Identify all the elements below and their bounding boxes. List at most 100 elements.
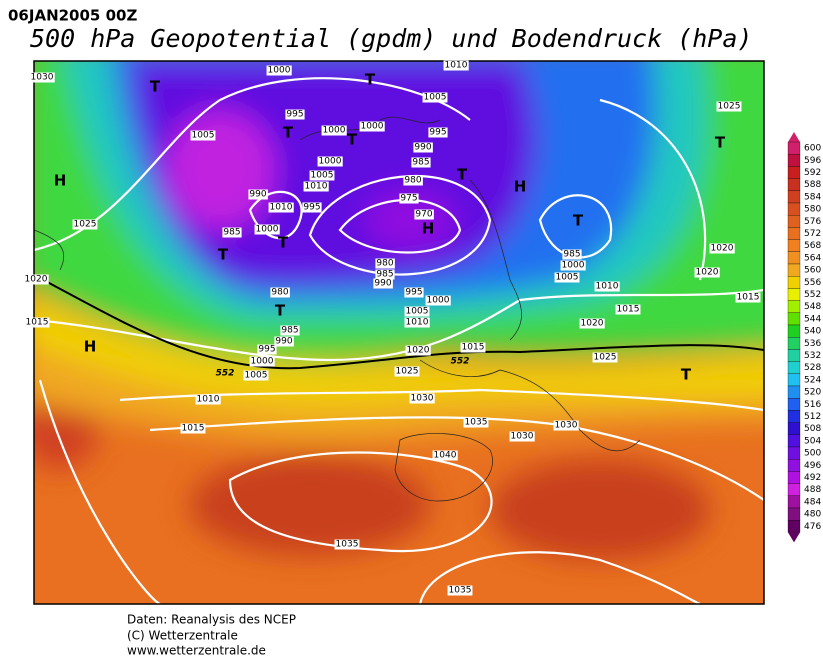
legend-swatch (787, 251, 801, 265)
pressure-center: H (84, 338, 97, 356)
isobar-label: 1035 (449, 586, 472, 596)
legend-label: 588 (804, 180, 821, 190)
legend-swatch (787, 239, 801, 252)
isobar-label: 995 (258, 345, 275, 355)
isobar-label-bg (29, 72, 55, 83)
isobar-label: 995 (429, 128, 446, 138)
legend-swatch (787, 337, 801, 350)
isobar-label-bg (394, 366, 420, 377)
legend-swatch (787, 410, 801, 423)
legend-swatch (787, 215, 801, 228)
legend-label: 584 (804, 192, 821, 202)
pressure-center: T (365, 71, 376, 89)
isobar-label-bg (375, 258, 395, 269)
isobar-label: 985 (563, 250, 580, 260)
isobar-label-bg (270, 287, 290, 298)
legend-label: 556 (804, 278, 821, 288)
isobar-label-bg (425, 295, 451, 306)
isobar-label: 1030 (31, 73, 54, 83)
isobar-label: 1000 (323, 126, 346, 136)
pressure-center: H (422, 220, 435, 238)
map-area (34, 61, 764, 604)
isobar-label-bg (414, 209, 434, 220)
isobar-label-bg (249, 356, 275, 367)
isobar-label-bg (268, 202, 294, 213)
isobar-label: 1000 (251, 357, 274, 367)
isobar-label-bg (404, 306, 430, 317)
legend-label: 592 (804, 168, 821, 178)
isobar-label-bg (553, 420, 579, 431)
pressure-center: T (573, 212, 584, 230)
legend-label: 552 (804, 290, 821, 300)
isobar-label-bg (694, 267, 720, 278)
legend-cap (788, 132, 800, 142)
isobar-label: 1010 (445, 61, 468, 71)
isobar-label-bg (735, 292, 761, 303)
isobar-label-bg (405, 345, 431, 356)
isobar-label: 1000 (427, 296, 450, 306)
isobar-label-bg (554, 272, 580, 283)
legend-label: 596 (804, 156, 821, 166)
isobar-label-bg (302, 202, 322, 213)
isobar-label-bg (334, 539, 360, 550)
isobar-label-bg (254, 224, 280, 235)
legend-swatch (787, 154, 801, 167)
isobar-label: 1015 (462, 343, 485, 353)
legend-swatch (787, 141, 801, 155)
legend-swatch (787, 483, 801, 496)
isobar-label-bg (428, 127, 448, 138)
footer-line: (C) Wetterzentrale (127, 629, 238, 643)
isobar-label: 1010 (305, 182, 328, 192)
isobar-label-bg (317, 156, 343, 167)
isobar-label: 990 (414, 143, 431, 153)
footer-line: www.wetterzentrale.de (127, 644, 266, 657)
legend-label: 572 (804, 229, 821, 239)
legend-label: 532 (804, 351, 821, 361)
isobar-label: 970 (415, 210, 432, 220)
pressure-center: T (715, 134, 726, 152)
pressure-center: T (681, 366, 692, 384)
isobar-label-bg (716, 101, 742, 112)
isobar-label: 980 (271, 288, 288, 298)
isobar-label-bg (222, 227, 242, 238)
isobar-label: 1040 (434, 451, 457, 461)
isobar-label: 1010 (270, 203, 293, 213)
isobar-label-bg (432, 450, 458, 461)
isobar-label-bg (195, 394, 221, 405)
isobar-label-bg (422, 92, 448, 103)
legend-label: 576 (804, 217, 821, 227)
isobar-label-bg (359, 121, 385, 132)
isobar-label-bg (463, 417, 489, 428)
pressure-center: H (514, 178, 527, 196)
legend-swatch (787, 178, 801, 191)
legend-swatch (787, 422, 801, 435)
pressure-center: T (150, 78, 161, 96)
isobar-label: 1005 (406, 307, 429, 317)
isobar-label: 990 (275, 337, 292, 347)
isobar-label-bg (72, 219, 98, 230)
legend-label: 568 (804, 241, 821, 251)
legend-swatch (787, 300, 801, 313)
title: 500 hPa Geopotential (gpdm) und Bodendru… (30, 24, 752, 53)
legend-swatch (787, 263, 801, 277)
isobar-label: 1020 (711, 244, 734, 254)
legend-label: 492 (804, 473, 821, 483)
legend-label: 500 (804, 449, 821, 459)
isobar-label: 975 (400, 194, 417, 204)
isobar-label-bg (443, 60, 469, 71)
pressure-center: H (54, 172, 67, 190)
legend-label: 524 (804, 375, 821, 385)
pressure-center: T (278, 234, 289, 252)
isobar-label: 1005 (424, 93, 447, 103)
isobar-label-bg (403, 175, 423, 186)
legend-label: 528 (804, 363, 821, 373)
isobar-label: 1000 (361, 122, 384, 132)
pressure-center: T (347, 131, 358, 149)
isobar-label-bg (243, 370, 269, 381)
legend-swatch (787, 324, 801, 338)
isobar-label: 1015 (617, 305, 640, 315)
isobar-label-bg (23, 274, 49, 285)
legend-label: 508 (804, 424, 821, 434)
isobar-label-bg (266, 65, 292, 76)
isobar-label: 985 (412, 158, 429, 168)
